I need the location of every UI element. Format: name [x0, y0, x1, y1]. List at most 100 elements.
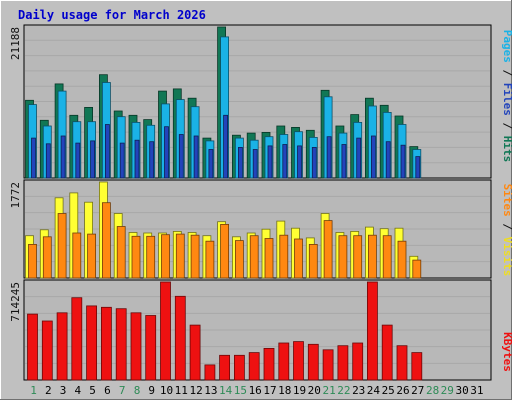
legend-files: Files — [501, 83, 512, 116]
x-tick-label-day-2: 2 — [45, 384, 52, 397]
y-max-label-kbytes: 714245 — [9, 282, 22, 322]
bar-kbytes-day-21 — [322, 349, 334, 381]
bar-pages-day-8 — [134, 139, 140, 179]
x-tick-label-day-5: 5 — [89, 384, 96, 397]
bar-pages-day-23 — [356, 137, 362, 179]
bar-kbytes-day-9 — [145, 315, 157, 381]
x-tick-label-day-29: 29 — [441, 384, 454, 397]
legend-sep-1: / — [501, 63, 512, 83]
x-tick-label-day-9: 9 — [148, 384, 155, 397]
legend-sep-3: / — [501, 217, 512, 237]
x-tick-label-day-15: 15 — [234, 384, 247, 397]
bar-kbytes-day-12 — [189, 324, 201, 381]
bar-sites-day-10 — [161, 234, 170, 279]
bar-kbytes-day-3 — [56, 312, 68, 381]
bar-sites-day-20 — [308, 243, 318, 279]
bar-pages-day-9 — [149, 141, 155, 179]
legend-visits: Visits — [501, 237, 512, 277]
bar-pages-day-3 — [60, 135, 66, 179]
bar-sites-day-26 — [397, 240, 407, 279]
bar-sites-day-24 — [367, 234, 377, 279]
bar-pages-day-24 — [370, 135, 376, 179]
bar-pages-day-1 — [31, 137, 36, 179]
bar-kbytes-day-2 — [41, 320, 53, 381]
x-tick-label-day-28: 28 — [426, 384, 439, 397]
bar-sites-day-4 — [72, 232, 82, 279]
x-tick-label-day-8: 8 — [134, 384, 141, 397]
bar-sites-day-6 — [102, 202, 111, 279]
x-tick-label-day-23: 23 — [352, 384, 365, 397]
bar-pages-day-27 — [415, 156, 421, 179]
bar-sites-day-22 — [338, 235, 348, 279]
bar-sites-day-12 — [190, 234, 200, 279]
bar-pages-day-20 — [311, 146, 317, 179]
bar-sites-day-23 — [353, 235, 363, 279]
x-tick-label-day-19: 19 — [293, 384, 306, 397]
bar-sites-day-15 — [234, 240, 244, 279]
bar-pages-day-16 — [252, 149, 258, 179]
bar-sites-day-11 — [175, 233, 185, 279]
bar-kbytes-day-19 — [293, 341, 304, 381]
bar-pages-day-18 — [282, 144, 288, 179]
bar-sites-day-8 — [131, 235, 141, 279]
bar-kbytes-day-27 — [411, 352, 423, 381]
x-tick-label-day-27: 27 — [411, 384, 424, 397]
bar-kbytes-day-22 — [337, 345, 349, 381]
y-max-label-hits-files-pages: 21188 — [9, 27, 22, 60]
bar-sites-day-16 — [249, 235, 259, 279]
bar-kbytes-day-24 — [366, 281, 378, 381]
svg-text:KBytes: KBytes — [501, 332, 512, 372]
x-tick-label-day-30: 30 — [455, 384, 468, 397]
bar-kbytes-day-10 — [160, 281, 171, 381]
bar-pages-day-26 — [400, 144, 406, 179]
x-tick-label-day-4: 4 — [74, 384, 81, 397]
x-tick-label-day-13: 13 — [204, 384, 217, 397]
bar-sites-day-5 — [87, 233, 96, 279]
bar-pages-day-17 — [267, 145, 273, 179]
legend-hits-files-pages: Pages / Files / Hits — [501, 30, 512, 163]
bar-kbytes-day-5 — [86, 305, 97, 381]
x-tick-label-day-6: 6 — [104, 384, 111, 397]
bar-pages-day-6 — [105, 124, 110, 179]
bar-kbytes-day-25 — [381, 324, 393, 381]
x-tick-label-day-7: 7 — [119, 384, 126, 397]
legend-hits: Hits — [501, 136, 512, 163]
bar-kbytes-day-13 — [204, 364, 216, 381]
bar-sites-day-3 — [57, 213, 67, 279]
svg-text:Sites / Visits: Sites / Visits — [501, 184, 512, 277]
bar-pages-day-14 — [223, 114, 229, 179]
x-tick-label-day-14: 14 — [219, 384, 233, 397]
bar-kbytes-day-14 — [219, 354, 231, 381]
bar-sites-day-21 — [323, 220, 333, 279]
bar-kbytes-day-1 — [27, 313, 38, 381]
x-tick-label-day-26: 26 — [396, 384, 409, 397]
x-tick-label-day-31: 31 — [470, 384, 483, 397]
legend-sites: Sites — [501, 184, 512, 217]
bar-pages-day-7 — [119, 142, 125, 179]
x-tick-label-day-10: 10 — [160, 384, 173, 397]
bar-pages-day-2 — [45, 143, 51, 179]
bar-kbytes-day-20 — [307, 343, 319, 381]
bar-kbytes-day-8 — [130, 312, 142, 381]
svg-text:Pages / Files / Hits: Pages / Files / Hits — [501, 30, 512, 163]
x-tick-label-day-25: 25 — [382, 384, 395, 397]
x-tick-label-day-11: 11 — [175, 384, 188, 397]
bar-kbytes-day-6 — [101, 306, 112, 381]
bar-pages-day-4 — [75, 142, 81, 179]
bar-kbytes-day-11 — [174, 295, 186, 381]
bar-pages-day-12 — [193, 135, 199, 179]
bar-sites-day-14 — [220, 223, 230, 279]
bar-sites-day-25 — [382, 235, 392, 279]
bar-sites-day-13 — [205, 240, 215, 279]
bar-kbytes-day-15 — [233, 354, 245, 381]
x-tick-label-day-16: 16 — [249, 384, 262, 397]
x-tick-label-day-1: 1 — [30, 384, 37, 397]
bar-sites-day-19 — [294, 238, 303, 279]
bar-kbytes-day-16 — [248, 352, 260, 381]
bar-pages-day-10 — [164, 126, 169, 179]
bar-sites-day-1 — [28, 243, 37, 279]
legend-pages: Pages — [501, 30, 512, 63]
bar-kbytes-day-4 — [71, 297, 83, 381]
legend-kbytes-label: KBytes — [501, 332, 512, 372]
